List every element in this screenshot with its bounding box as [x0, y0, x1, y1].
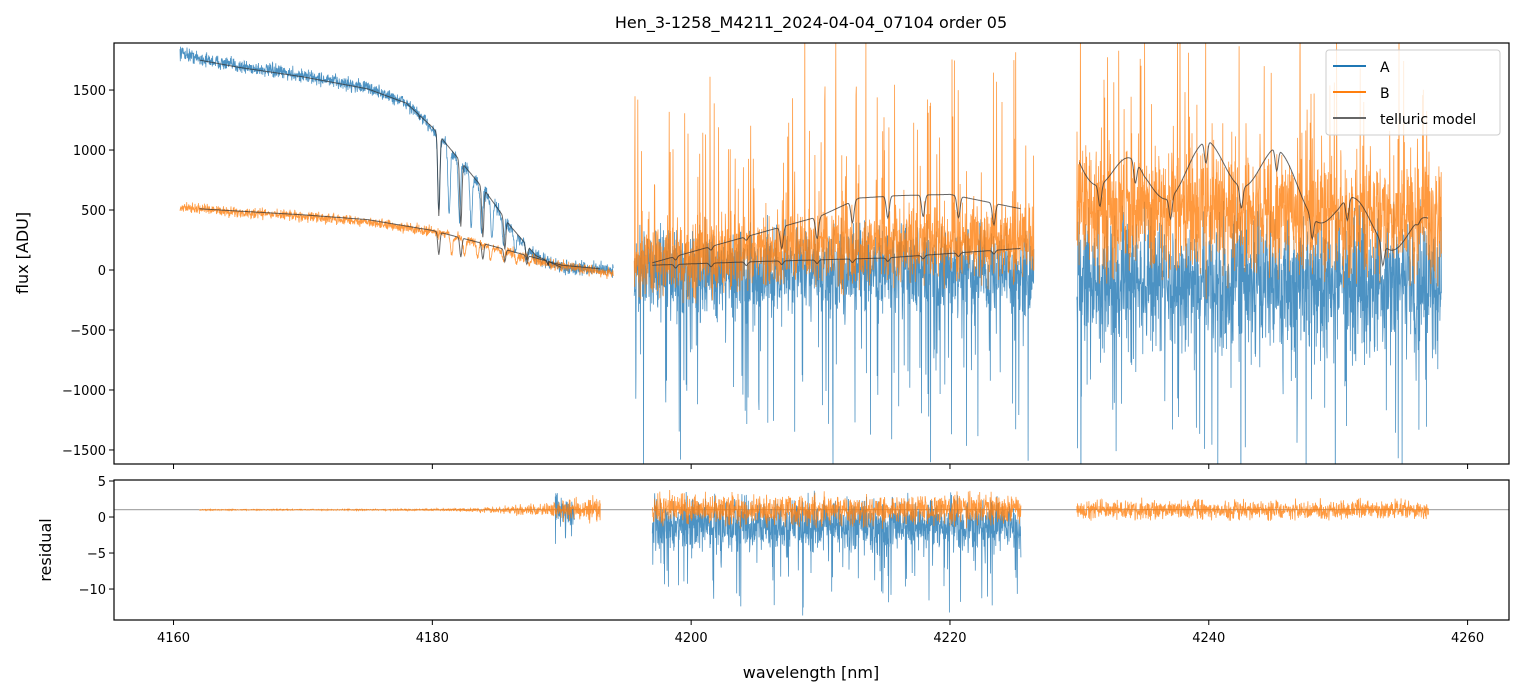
- legend-label-telluric: telluric model: [1380, 112, 1476, 128]
- x-axis-label: wavelength [nm]: [743, 663, 880, 682]
- residual-series-a-segment-0: [554, 493, 575, 544]
- residual-series-b-segment-1: [651, 489, 1022, 529]
- flux-ytick-label: 1000: [73, 144, 106, 159]
- xtick-label: 4180: [416, 631, 449, 646]
- xtick-label: 4260: [1451, 631, 1484, 646]
- flux-ytick-label: 0: [98, 264, 106, 279]
- flux-ytick-label: 1500: [73, 84, 106, 99]
- flux-axes-frame: [113, 42, 1510, 465]
- flux-series-telluric-model-segment-1: [199, 208, 600, 270]
- legend-label-b: B: [1380, 86, 1390, 102]
- legend-label-a: A: [1380, 60, 1390, 76]
- flux-series-telluric-model-segment-0: [199, 59, 562, 268]
- residual-series-b-segment-0: [199, 495, 601, 524]
- xtick-label: 4160: [157, 631, 190, 646]
- xtick-label: 4200: [675, 631, 708, 646]
- flux-series-telluric-model-segment-4: [1078, 142, 1429, 268]
- flux-series-b-segment-0: [179, 202, 614, 280]
- residual-ytick-label: 0: [98, 511, 106, 526]
- residual-plot-area: [114, 489, 1509, 616]
- y-axis-label-residual: residual: [36, 518, 55, 581]
- flux-ytick-label: −500: [70, 324, 106, 339]
- chart-title: Hen_3-1258_M4211_2024-04-04_07104 order …: [615, 13, 1007, 33]
- flux-series-a-segment-0: [179, 46, 614, 278]
- flux-ytick-label: −1000: [62, 384, 106, 399]
- residual-ytick-label: −5: [87, 547, 106, 562]
- residual-series-b-segment-2: [1076, 497, 1429, 521]
- flux-series-telluric-model-segment-3: [652, 193, 1021, 264]
- y-axis-label-flux: flux [ADU]: [13, 212, 32, 294]
- residual-ytick-label: −10: [79, 583, 106, 598]
- flux-series-b-segment-1: [633, 43, 1035, 304]
- flux-series-b-segment-2: [1076, 43, 1442, 300]
- flux-ytick-label: −1500: [62, 444, 106, 459]
- flux-ytick-label: 500: [81, 204, 106, 219]
- flux-series-telluric-model-segment-2: [652, 247, 1021, 269]
- xtick-label: 4220: [933, 631, 966, 646]
- xtick-label: 4240: [1192, 631, 1225, 646]
- residual-ytick-label: 5: [98, 475, 106, 490]
- residual-axes-frame: [113, 479, 1510, 621]
- flux-plot-area: [179, 43, 1442, 464]
- legend: A B telluric model: [1325, 49, 1501, 136]
